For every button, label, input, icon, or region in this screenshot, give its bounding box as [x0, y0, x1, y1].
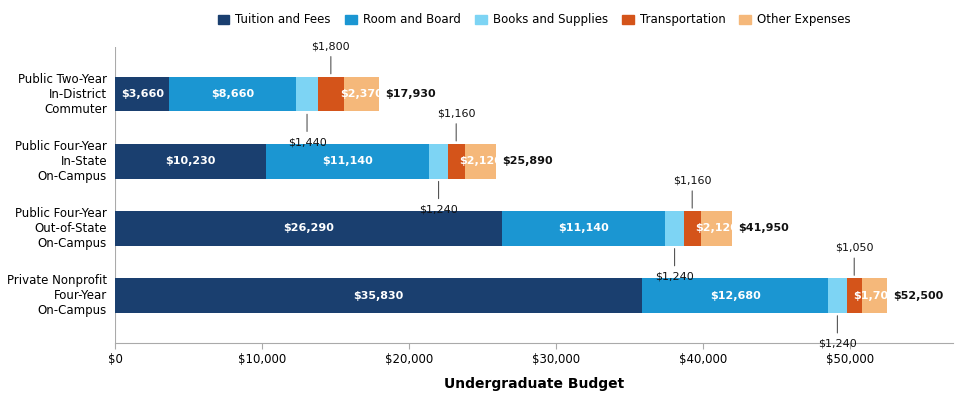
- Bar: [701, 211, 732, 246]
- Bar: [318, 76, 344, 111]
- Bar: [344, 76, 379, 111]
- Text: $25,890: $25,890: [502, 156, 552, 166]
- Bar: [828, 278, 847, 313]
- Text: $2,370: $2,370: [340, 89, 383, 99]
- Text: $26,290: $26,290: [283, 223, 334, 233]
- Text: $11,140: $11,140: [558, 223, 609, 233]
- Text: $11,140: $11,140: [323, 156, 373, 166]
- Text: $1,160: $1,160: [673, 176, 711, 208]
- Bar: [465, 144, 496, 179]
- Bar: [115, 76, 169, 111]
- Bar: [429, 144, 447, 179]
- Text: $1,160: $1,160: [437, 108, 475, 141]
- Bar: [847, 278, 862, 313]
- Bar: [115, 211, 502, 246]
- Text: $17,930: $17,930: [385, 89, 436, 99]
- Bar: [266, 144, 429, 179]
- Text: $10,230: $10,230: [165, 156, 216, 166]
- Bar: [297, 76, 318, 111]
- Bar: [502, 211, 665, 246]
- Bar: [684, 211, 701, 246]
- Legend: Tuition and Fees, Room and Board, Books and Supplies, Transportation, Other Expe: Tuition and Fees, Room and Board, Books …: [213, 9, 855, 31]
- Text: $1,240: $1,240: [655, 249, 694, 281]
- Text: $3,660: $3,660: [121, 89, 164, 99]
- Bar: [642, 278, 828, 313]
- Text: $41,950: $41,950: [738, 223, 788, 233]
- Text: $1,240: $1,240: [420, 181, 458, 214]
- Bar: [169, 76, 297, 111]
- Text: $12,680: $12,680: [709, 291, 760, 300]
- X-axis label: Undergraduate Budget: Undergraduate Budget: [444, 377, 624, 391]
- Text: $1,050: $1,050: [835, 242, 874, 275]
- Text: $1,800: $1,800: [312, 41, 350, 74]
- Text: $2,120: $2,120: [459, 156, 502, 166]
- Bar: [862, 278, 887, 313]
- Text: $35,830: $35,830: [353, 291, 404, 300]
- Bar: [115, 278, 642, 313]
- Text: $52,500: $52,500: [893, 291, 943, 300]
- Text: $1,240: $1,240: [818, 316, 856, 349]
- Text: $8,660: $8,660: [211, 89, 254, 99]
- Text: $2,120: $2,120: [695, 223, 737, 233]
- Bar: [665, 211, 684, 246]
- Bar: [115, 144, 266, 179]
- Bar: [447, 144, 465, 179]
- Text: $1,440: $1,440: [288, 114, 326, 147]
- Text: $1,700: $1,700: [853, 291, 896, 300]
